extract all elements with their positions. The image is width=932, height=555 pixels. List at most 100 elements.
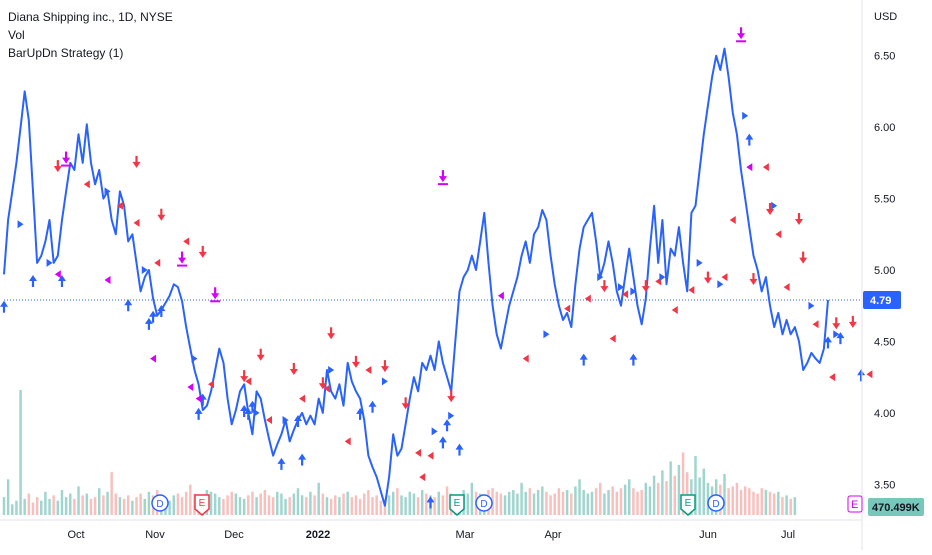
arrow-head bbox=[211, 293, 220, 300]
volume-bar bbox=[354, 495, 358, 515]
volume-bar bbox=[48, 498, 51, 515]
arrow-head bbox=[0, 300, 8, 307]
volume-bar bbox=[425, 493, 428, 515]
up-arrow-icon bbox=[824, 336, 832, 349]
time-tick-label: 2022 bbox=[306, 529, 330, 541]
buy-signal-icon bbox=[808, 301, 815, 310]
down-arrow-icon bbox=[749, 273, 758, 285]
volume-bar bbox=[636, 491, 639, 515]
down-arrow-icon bbox=[832, 317, 841, 330]
exit-left-icon bbox=[54, 270, 61, 279]
volume-indicator-label[interactable]: Vol bbox=[8, 28, 25, 42]
symbol-title[interactable]: Diana Shipping inc., 1D, NYSE bbox=[8, 10, 173, 24]
volume-bar bbox=[532, 493, 536, 515]
volume-bar bbox=[73, 498, 76, 515]
volume-bar bbox=[317, 482, 320, 515]
down-arrow-icon bbox=[848, 315, 857, 328]
arrow-head bbox=[447, 396, 456, 403]
up-arrow-icon bbox=[240, 405, 249, 417]
volume-bar bbox=[648, 486, 652, 515]
volume-bar bbox=[516, 493, 519, 515]
sell-signal-icon bbox=[688, 286, 695, 294]
volume-bar bbox=[305, 497, 308, 515]
volume-bar bbox=[743, 486, 747, 515]
buy-signal-icon bbox=[543, 330, 550, 339]
volume-bar bbox=[574, 486, 577, 515]
arrow-head bbox=[149, 310, 158, 317]
volume-bar bbox=[44, 491, 47, 515]
volume-bar bbox=[89, 498, 93, 515]
volume-bar bbox=[56, 500, 60, 515]
volume-bar bbox=[685, 472, 689, 515]
time-tick-label: Apr bbox=[544, 529, 561, 541]
volume-bar bbox=[342, 493, 345, 515]
arrow-head bbox=[157, 305, 166, 311]
down-arrow-icon bbox=[799, 251, 808, 264]
close-arrow-icon bbox=[737, 27, 746, 40]
sell-signal-icon bbox=[609, 334, 616, 343]
volume-bar bbox=[126, 495, 130, 515]
up-arrow-icon bbox=[144, 317, 153, 330]
volume-bar bbox=[785, 495, 788, 515]
volume-bar bbox=[561, 491, 565, 515]
volume-bar bbox=[603, 493, 606, 515]
volume-bar bbox=[106, 491, 109, 515]
volume-bar bbox=[557, 488, 561, 515]
volume-bar bbox=[242, 498, 246, 515]
buy-signal-icon bbox=[191, 354, 198, 363]
volume-bar bbox=[180, 497, 184, 515]
down-arrow-icon bbox=[351, 355, 360, 368]
earnings-letter: E bbox=[199, 498, 206, 509]
up-arrow-icon bbox=[857, 369, 866, 382]
volume-bar bbox=[669, 461, 672, 515]
up-arrow-icon bbox=[426, 496, 435, 509]
arrow-head bbox=[178, 257, 187, 264]
down-arrow-icon bbox=[401, 397, 410, 410]
currency-label: USD bbox=[874, 11, 897, 23]
volume-bar bbox=[727, 488, 730, 515]
sell-signal-icon bbox=[564, 304, 571, 313]
buy-signal-icon bbox=[630, 287, 637, 296]
up-arrow-icon bbox=[298, 453, 307, 466]
up-arrow-icon bbox=[455, 443, 464, 456]
volume-bar bbox=[623, 484, 627, 515]
earnings-letter: E bbox=[685, 498, 692, 509]
volume-bar bbox=[470, 482, 474, 515]
volume-badge bbox=[868, 498, 924, 516]
sell-signal-icon bbox=[729, 216, 736, 224]
volume-bar bbox=[321, 493, 325, 515]
arrow-head bbox=[57, 275, 66, 281]
arrow-head bbox=[737, 33, 746, 40]
time-scale[interactable]: Oct Nov Dec 2022 Mar Apr Jun Jul bbox=[0, 519, 862, 541]
volume-bar bbox=[222, 498, 225, 515]
volume-bar bbox=[213, 493, 217, 515]
arrow-head bbox=[318, 383, 327, 390]
earnings-badge bbox=[847, 495, 863, 513]
down-arrow-icon bbox=[53, 160, 62, 173]
exit-left-icon bbox=[195, 394, 202, 403]
volume-bar bbox=[6, 479, 10, 515]
sell-signal-icon bbox=[415, 448, 422, 457]
volume-bar bbox=[168, 500, 171, 515]
up-arrow-icon bbox=[194, 407, 203, 420]
volume-bar bbox=[309, 491, 312, 515]
volume-bar bbox=[735, 482, 739, 515]
volume-bar bbox=[437, 491, 441, 515]
buy-signal-icon bbox=[282, 416, 289, 424]
exit-left-icon bbox=[150, 354, 157, 363]
down-arrow-icon bbox=[256, 348, 265, 361]
arrow-head bbox=[832, 323, 841, 330]
strategy-indicator-label[interactable]: BarUpDn Strategy (1) bbox=[8, 46, 124, 60]
price-scale[interactable]: USD 6.50 6.00 5.50 5.00 4.50 4.00 3.50 4.79 470.4… bbox=[847, 0, 924, 550]
sell-signal-icon bbox=[245, 377, 252, 386]
volume-bar bbox=[358, 498, 362, 515]
down-arrow-icon bbox=[600, 280, 609, 293]
up-arrow-icon bbox=[293, 415, 302, 427]
volume-bar bbox=[396, 488, 399, 515]
volume-bar bbox=[528, 488, 532, 515]
buy-signal-icon bbox=[597, 273, 604, 282]
volume-bar bbox=[433, 497, 436, 515]
volume-bar bbox=[350, 497, 354, 515]
